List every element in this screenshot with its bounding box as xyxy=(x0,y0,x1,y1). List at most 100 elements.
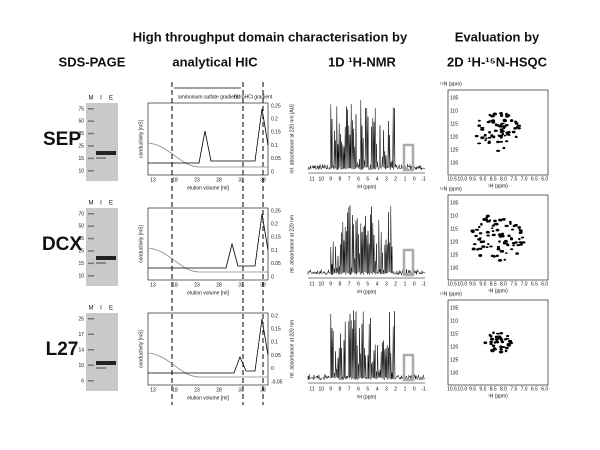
hsqc-peak xyxy=(472,243,477,246)
hsqc-peak xyxy=(489,337,495,341)
x-tick-label: 8.0 xyxy=(500,281,507,287)
x-tick-label: 9.0 xyxy=(479,176,486,182)
x-tick-label: 8 xyxy=(339,281,342,287)
x-tick-label: 8.5 xyxy=(490,386,497,392)
hsqc-peak xyxy=(519,243,523,246)
row-label: L27 xyxy=(46,339,79,360)
x-axis-label: ¹H (ppm) xyxy=(488,288,508,294)
hsqc-peak xyxy=(485,230,490,234)
hsqc-peak xyxy=(494,222,499,226)
x-axis-label: elution volume [ml] xyxy=(187,185,229,191)
protein-band xyxy=(96,367,106,369)
hsqc-peak xyxy=(503,258,507,261)
hic-frame xyxy=(147,102,269,176)
lane-label: I xyxy=(100,96,102,102)
hsqc-frame xyxy=(447,89,549,176)
x-axis-label: ¹H (ppm) xyxy=(357,289,377,295)
y-axis-label: ¹⁵N (ppm) xyxy=(440,291,462,297)
hsqc-peak xyxy=(491,344,496,347)
hsqc-peak xyxy=(504,239,508,243)
x-tick-label: 3 xyxy=(385,281,388,287)
hsqc-peak xyxy=(489,340,494,344)
y-tick-label: 130 xyxy=(450,370,459,376)
hsqc-peak xyxy=(488,131,491,134)
hsqc-peak xyxy=(477,142,482,145)
hsqc-peak xyxy=(489,245,493,248)
marker-band xyxy=(88,364,94,366)
hsqc-peak xyxy=(518,231,523,235)
x-tick-label: 0 xyxy=(413,176,416,182)
gel-marker: 25 xyxy=(78,144,84,150)
hsqc-peak xyxy=(492,112,497,115)
y-tick-label: 125 xyxy=(450,357,459,363)
hsqc-peak xyxy=(500,340,505,344)
hsqc-peak xyxy=(494,335,498,339)
y2-tick-label: 0.1 xyxy=(271,340,278,346)
x-tick-label: 18 xyxy=(172,282,178,288)
x-tick-label: 28 xyxy=(216,282,222,288)
gel-marker: 70 xyxy=(78,211,84,217)
y-tick-label: 115 xyxy=(450,226,458,232)
protein-band xyxy=(96,157,106,159)
x-tick-label: 5 xyxy=(366,281,369,287)
y2-tick-label: 0.15 xyxy=(271,130,281,136)
hsqc-peak xyxy=(502,130,505,133)
x-tick-label: 1 xyxy=(404,176,407,182)
row-label: SEP xyxy=(43,129,81,150)
hsqc-peak xyxy=(499,111,503,115)
marker-band xyxy=(88,275,94,277)
hsqc-peak xyxy=(495,228,500,232)
y-axis-label: conductivity [mS] xyxy=(138,119,144,157)
x-tick-label: 8.0 xyxy=(500,176,507,182)
hsqc-peak xyxy=(489,342,493,346)
x-tick-label: 11 xyxy=(309,176,314,182)
x-tick-label: 28 xyxy=(216,177,222,183)
hsqc-peak xyxy=(504,140,509,143)
y2-tick-label: 0.2 xyxy=(271,222,278,228)
hsqc-peak xyxy=(509,119,514,123)
y-tick-label: 120 xyxy=(450,134,459,140)
y-axis-label: ¹⁵N (ppm) xyxy=(440,81,462,87)
y-tick-label: 115 xyxy=(450,331,458,337)
x-axis-label: ¹H (ppm) xyxy=(357,394,377,400)
hsqc-peak xyxy=(511,130,516,134)
gel-marker: 10 xyxy=(78,168,84,174)
x-tick-label: 13 xyxy=(150,387,156,393)
hsqc-peak xyxy=(485,246,489,249)
hsqc-peak xyxy=(483,341,488,345)
x-tick-label: 2 xyxy=(394,176,397,182)
hsqc-peak xyxy=(502,146,506,150)
hsqc-peak xyxy=(499,338,504,342)
hsqc-peak xyxy=(500,134,504,138)
hsqc-peak xyxy=(496,149,501,152)
y2-axis-label: rel. absorbance at 220 nm [AU] xyxy=(289,104,295,174)
hsqc-peak xyxy=(478,253,483,257)
gel-marker: 14 xyxy=(78,347,84,353)
x-tick-label: 5 xyxy=(366,176,369,182)
x-tick-label: 8 xyxy=(339,176,342,182)
x-tick-label: 0 xyxy=(413,386,416,392)
hsqc-peak xyxy=(491,119,496,123)
marker-band xyxy=(88,237,94,240)
hsqc-peak xyxy=(501,217,506,221)
hsqc-peak xyxy=(509,220,512,224)
nmr-spectrum xyxy=(307,100,426,171)
hsqc-peak xyxy=(477,124,482,127)
x-tick-label: 4 xyxy=(376,386,379,392)
lane-label: M xyxy=(89,201,94,207)
hsqc-peak xyxy=(487,243,490,246)
x-tick-label: 6.0 xyxy=(541,176,548,182)
hsqc-peak xyxy=(492,135,496,139)
hsqc-peak xyxy=(504,224,509,228)
lane-label: I xyxy=(100,306,102,312)
x-axis-label: ¹H (ppm) xyxy=(488,393,508,399)
hsqc-peak xyxy=(493,219,497,223)
x-tick-label: 6 xyxy=(357,281,360,287)
x-tick-label: 9.0 xyxy=(479,386,486,392)
marker-band xyxy=(88,213,94,215)
y-axis-label: ¹⁵N (ppm) xyxy=(440,186,462,192)
marker-band xyxy=(88,318,94,320)
hsqc-peak xyxy=(501,232,505,235)
lane-label: I xyxy=(100,201,102,207)
hsqc-peak xyxy=(520,236,525,239)
